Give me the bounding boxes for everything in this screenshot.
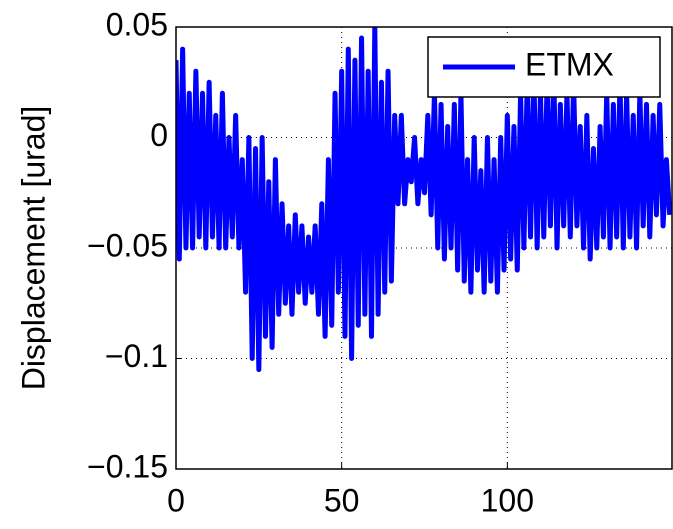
x-tick-label: 100 [481,482,534,518]
y-tick-label: −0.05 [87,227,168,263]
y-tick-label: 0 [150,117,168,153]
y-tick-label: 0.05 [106,6,168,42]
x-tick-label: 50 [324,482,360,518]
x-tick-label: 0 [167,482,185,518]
series-line [176,27,673,373]
axes-box [175,26,673,470]
legend-label: ETMX [525,46,614,82]
y-tick-label: −0.15 [87,448,168,484]
y-tick-label: −0.1 [105,338,168,374]
y-axis-label: Displacement [urad] [15,106,51,391]
